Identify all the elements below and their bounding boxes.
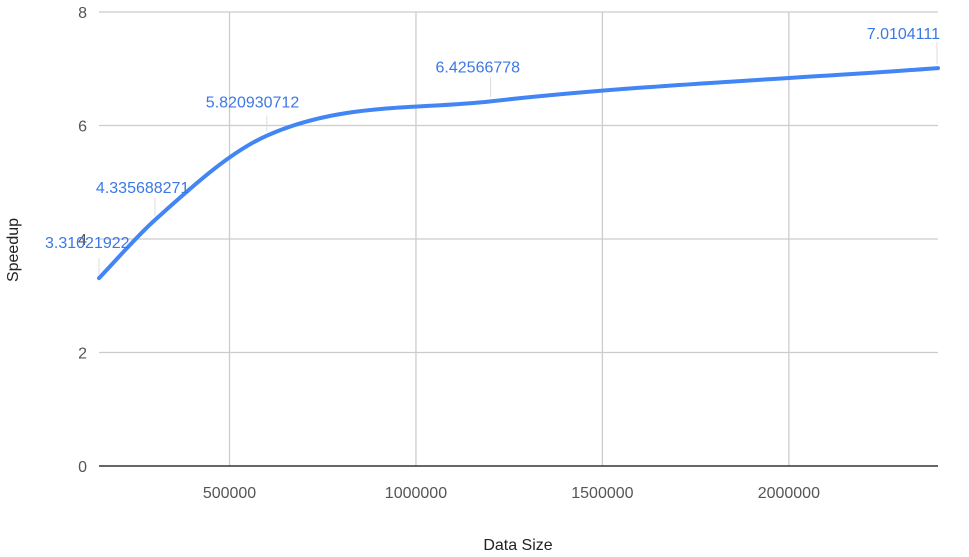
grid-layer: 0 2 4 6 8 500000 1000000 1500000 2000000: [78, 5, 938, 502]
series-layer: [97, 66, 940, 281]
y-tick-label: 0: [78, 459, 87, 476]
x-axis-title: Data Size: [483, 537, 552, 554]
data-label: 6.42566778: [436, 59, 521, 76]
data-label: 5.820930712: [206, 95, 300, 112]
y-tick-label: 8: [78, 5, 87, 22]
x-tick-label: 1000000: [385, 485, 447, 502]
data-label: 3.31021922: [45, 235, 130, 252]
data-label: 4.335688271: [96, 180, 190, 197]
y-tick-label: 4: [78, 232, 87, 249]
data-label: 7.0104111: [867, 26, 940, 43]
y-axis-title: Speedup: [5, 218, 22, 282]
x-tick-label: 500000: [203, 485, 256, 502]
x-tick-label: 2000000: [758, 485, 820, 502]
y-tick-label: 2: [78, 346, 87, 363]
x-tick-label: 1500000: [571, 485, 633, 502]
data-label-layer: 3.31021922 4.335688271 5.820930712 6.425667…: [45, 26, 940, 275]
y-tick-label: 6: [78, 119, 87, 136]
axis-layer: Speedup Data Size: [5, 218, 553, 554]
series-line: [97, 66, 940, 281]
